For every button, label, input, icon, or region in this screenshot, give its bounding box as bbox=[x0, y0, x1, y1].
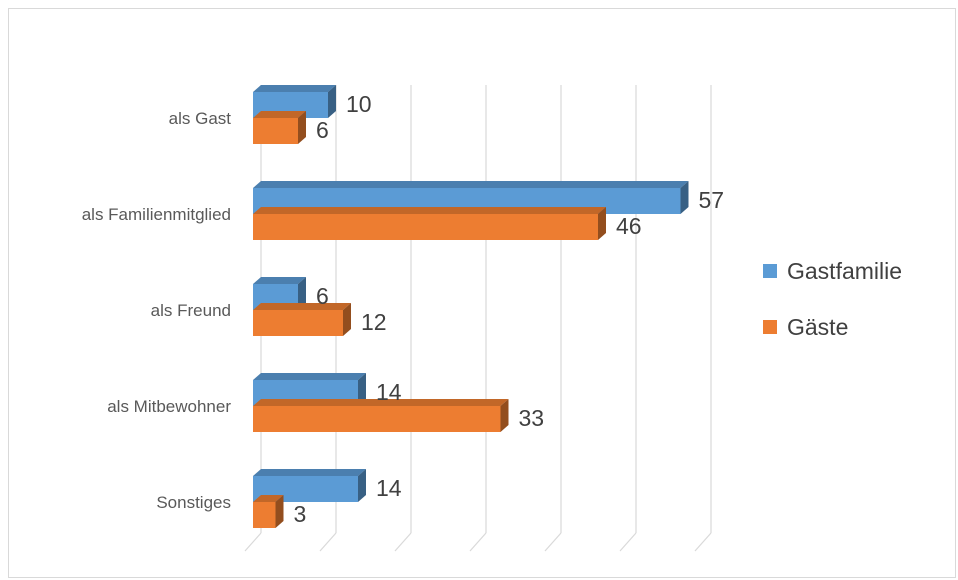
value-label-gastfamilie-als-mitbewohner: 14 bbox=[376, 379, 402, 405]
bar-top-face bbox=[253, 495, 284, 502]
legend-label-gaste: Gäste bbox=[787, 314, 848, 340]
bar-side-face bbox=[680, 181, 689, 214]
bar-side-face bbox=[275, 495, 284, 528]
bar-chart: als Gast als Familienmitglied als Freund al… bbox=[82, 85, 902, 552]
category-label-als-familienmitglied: als Familienmitglied bbox=[82, 205, 231, 224]
gridline-floor bbox=[244, 532, 262, 552]
bar-top-face bbox=[253, 111, 306, 118]
category-labels: als Gast als Familienmitglied als Freund al… bbox=[82, 109, 232, 512]
category-label-sonstiges: Sonstiges bbox=[156, 493, 231, 512]
legend-swatch-gastfamilie bbox=[763, 264, 777, 278]
value-label-gastfamilie-als-gast: 10 bbox=[346, 91, 372, 117]
bar-side-face bbox=[598, 207, 606, 240]
legend-label-gastfamilie: Gastfamilie bbox=[787, 258, 902, 284]
bar-front-face bbox=[253, 406, 501, 432]
bar-front-face bbox=[253, 502, 276, 528]
bar-side-face bbox=[500, 399, 509, 432]
value-label-gaste-sonstiges: 3 bbox=[294, 501, 307, 527]
bars bbox=[253, 85, 689, 528]
bar-top-face bbox=[253, 373, 366, 380]
legend-swatch-gaste bbox=[763, 320, 777, 334]
bar-side-face bbox=[328, 85, 336, 118]
bar-side-face bbox=[343, 303, 351, 336]
value-label-gastfamilie-als-familienmitglied: 57 bbox=[699, 187, 725, 213]
category-label-als-mitbewohner: als Mitbewohner bbox=[107, 397, 231, 416]
bar-top-face bbox=[253, 303, 351, 310]
value-label-gaste-als-gast: 6 bbox=[316, 117, 329, 143]
gridline-floor bbox=[544, 532, 562, 552]
bar-top-face bbox=[253, 277, 306, 284]
gridline-floor bbox=[469, 532, 487, 552]
bar-top-face bbox=[253, 469, 366, 476]
legend: Gastfamilie Gäste bbox=[763, 258, 902, 340]
value-labels: 10 6 57 46 6 12 14 33 14 3 bbox=[294, 91, 725, 527]
gridline-floor bbox=[694, 532, 712, 552]
bar-side-face bbox=[298, 111, 306, 144]
value-label-gastfamilie-sonstiges: 14 bbox=[376, 475, 402, 501]
bar-gaste-als-freund bbox=[253, 303, 351, 336]
gridlines bbox=[244, 85, 712, 552]
category-label-als-freund: als Freund bbox=[151, 301, 231, 320]
bar-gaste-als-gast bbox=[253, 111, 306, 144]
bar-top-face bbox=[253, 207, 606, 214]
bar-gaste-sonstiges bbox=[253, 495, 284, 528]
value-label-gaste-als-familienmitglied: 46 bbox=[616, 213, 642, 239]
gridline-floor bbox=[319, 532, 337, 552]
bar-gaste-als-familienmitglied bbox=[253, 207, 606, 240]
bar-front-face bbox=[253, 310, 343, 336]
bar-side-face bbox=[358, 373, 366, 406]
chart-frame: als Gast als Familienmitglied als Freund al… bbox=[8, 8, 956, 578]
value-label-gaste-als-freund: 12 bbox=[361, 309, 387, 335]
bar-front-face bbox=[253, 214, 598, 240]
value-label-gastfamilie-als-freund: 6 bbox=[316, 283, 329, 309]
bar-top-face bbox=[253, 399, 509, 406]
gridline-floor bbox=[394, 532, 412, 552]
gridline-floor bbox=[619, 532, 637, 552]
bar-top-face bbox=[253, 85, 336, 92]
bar-side-face bbox=[298, 277, 306, 310]
value-label-gaste-als-mitbewohner: 33 bbox=[519, 405, 545, 431]
bar-front-face bbox=[253, 118, 298, 144]
category-label-als-gast: als Gast bbox=[169, 109, 232, 128]
bar-side-face bbox=[358, 469, 366, 502]
bar-top-face bbox=[253, 181, 689, 188]
bar-gaste-als-mitbewohner bbox=[253, 399, 509, 432]
